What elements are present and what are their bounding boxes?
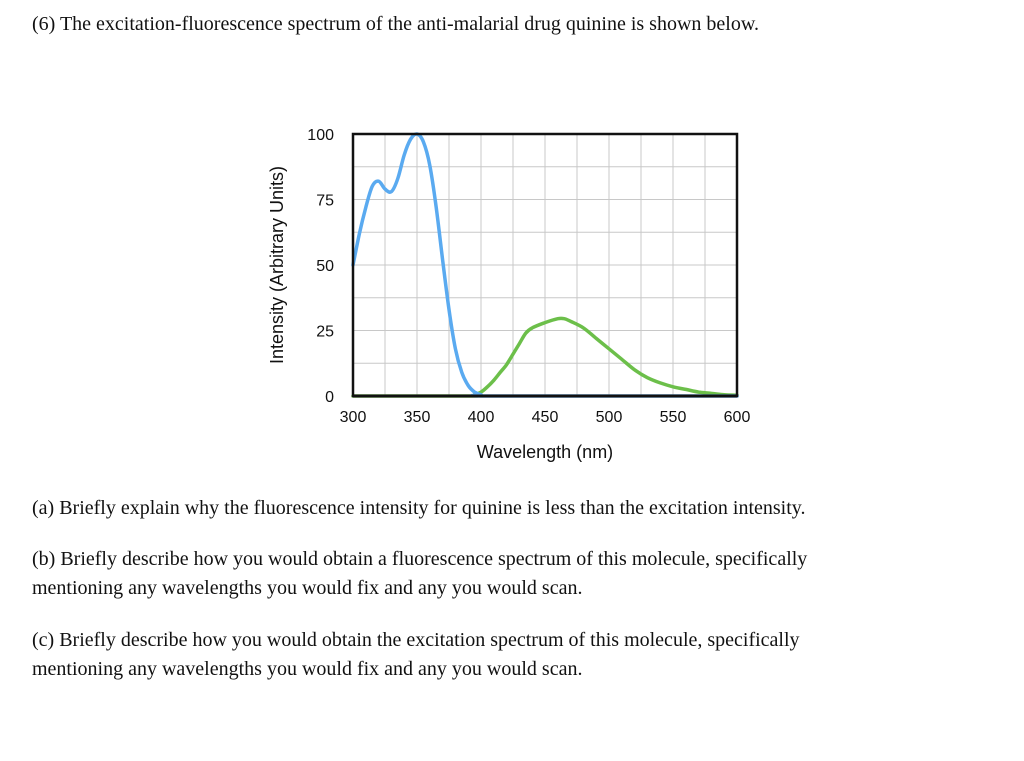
y-tick-label: 75	[316, 193, 334, 210]
question-b-line1: (b) Briefly describe how you would obtai…	[32, 548, 808, 570]
excitation-series-line	[351, 132, 739, 398]
y-tick-label: 0	[325, 389, 334, 406]
fluorescence-series-line	[351, 316, 739, 398]
x-tick-label: 350	[404, 409, 431, 426]
chart-series	[351, 132, 739, 398]
question-c-line2: mentioning any wavelengths you would fix…	[32, 658, 583, 680]
y-axis-title: Intensity (Arbitrary Units)	[267, 166, 287, 364]
question-c-line1: (c) Briefly describe how you would obtai…	[32, 629, 800, 651]
y-tick-labels: 0 25 50 75 100	[307, 127, 334, 406]
x-tick-label: 300	[340, 409, 367, 426]
x-tick-label: 400	[468, 409, 495, 426]
y-tick-label: 100	[307, 127, 334, 144]
x-tick-label: 550	[660, 409, 687, 426]
x-tick-label: 500	[596, 409, 623, 426]
x-tick-label: 600	[724, 409, 751, 426]
x-axis-title: Wavelength (nm)	[477, 442, 613, 462]
question-c: (c) Briefly describe how you would obtai…	[32, 626, 800, 684]
question-a: (a) Briefly explain why the fluorescence…	[32, 497, 806, 519]
y-tick-label: 50	[316, 258, 334, 275]
question-b: (b) Briefly describe how you would obtai…	[32, 545, 807, 603]
chart-grid	[353, 134, 737, 396]
question-intro: (6) The excitation-fluorescence spectrum…	[32, 13, 759, 35]
x-tick-labels: 300 350 400 450 500 550 600	[340, 409, 751, 426]
y-tick-label: 25	[316, 324, 334, 341]
question-b-line2: mentioning any wavelengths you would fix…	[32, 577, 583, 599]
x-tick-label: 450	[532, 409, 559, 426]
